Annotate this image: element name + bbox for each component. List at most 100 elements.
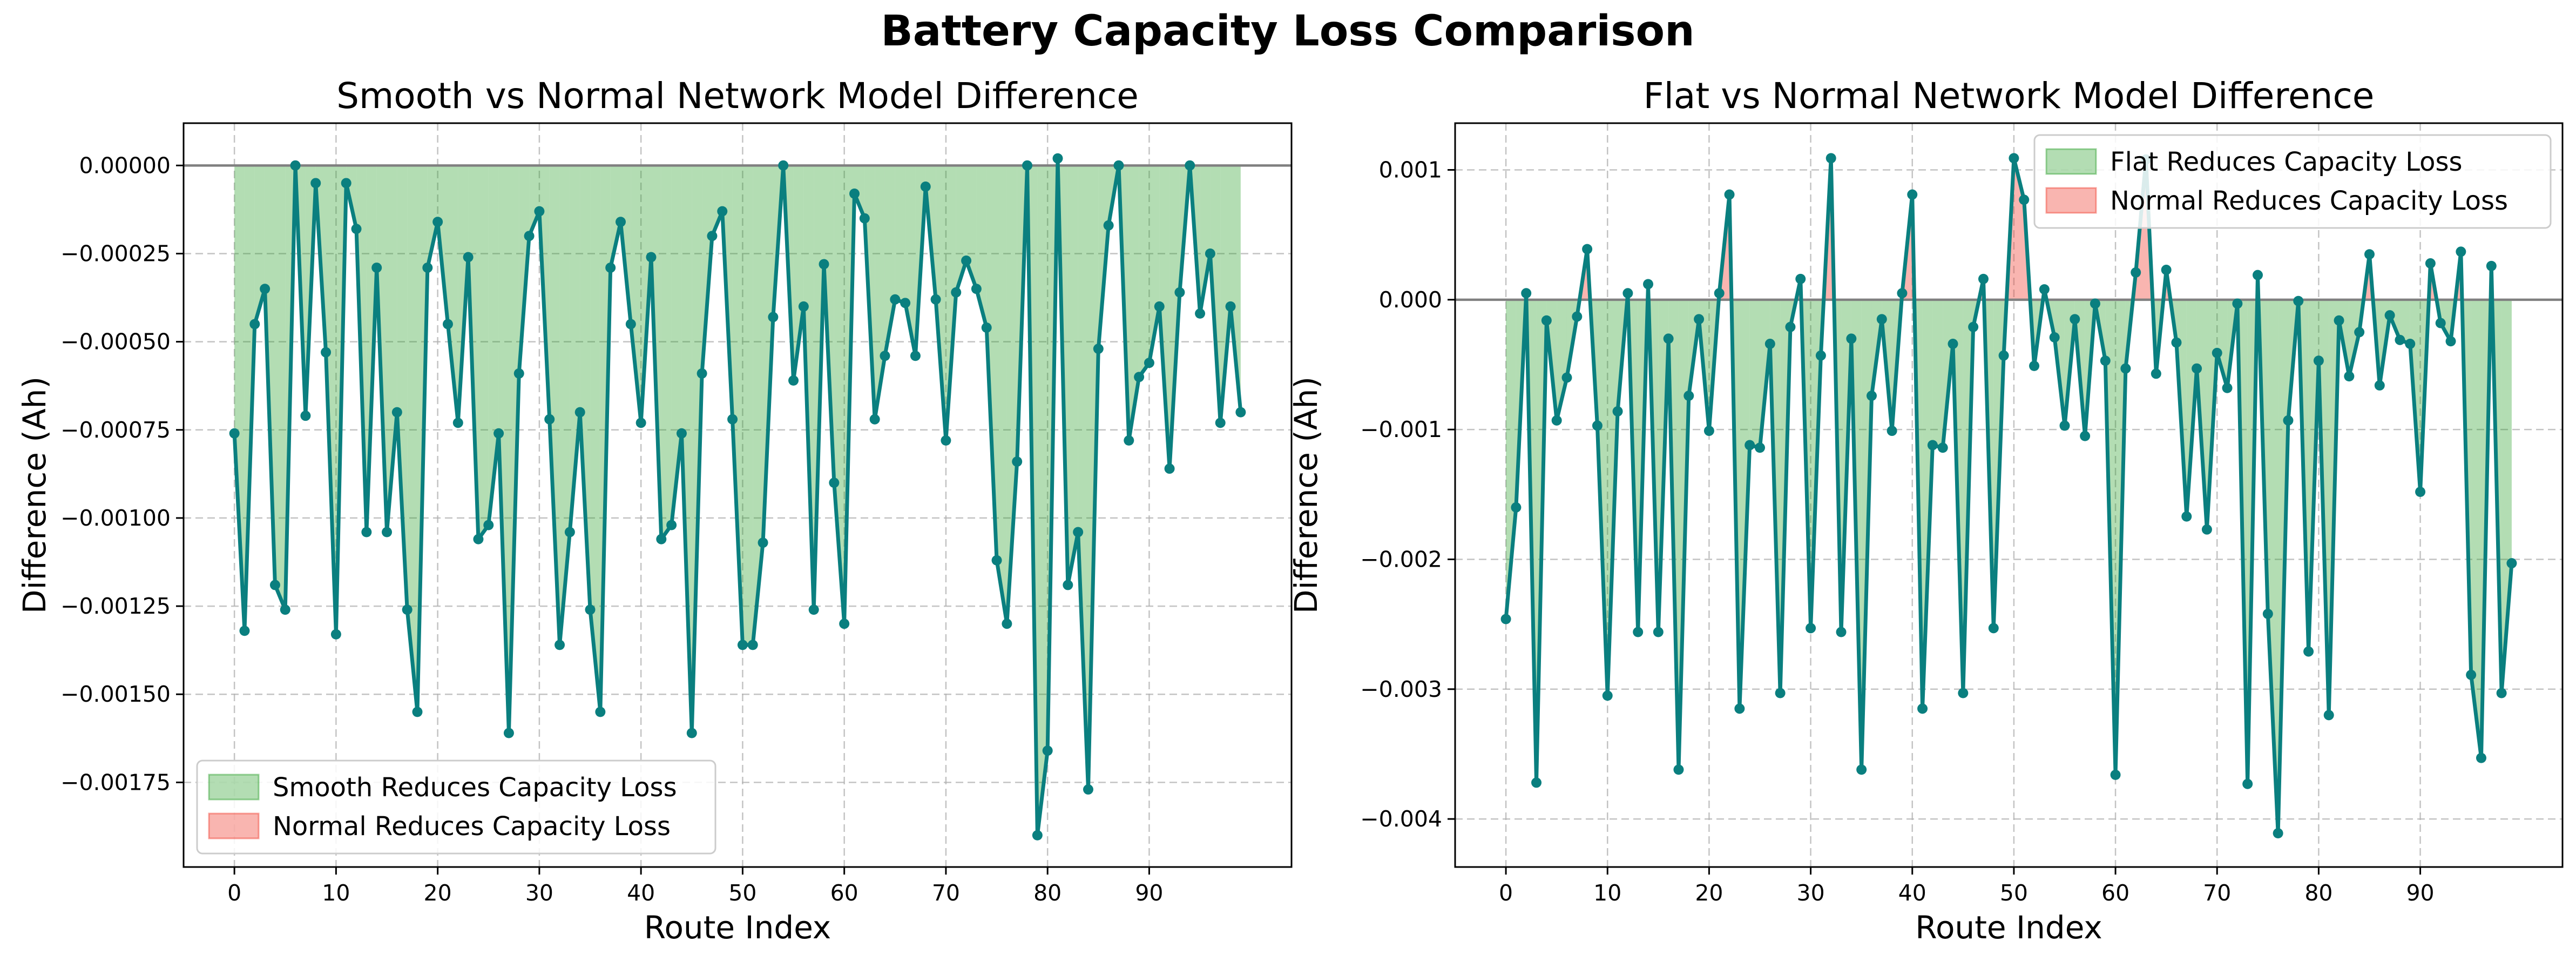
right-data-point <box>2049 332 2060 343</box>
right-data-point <box>2364 249 2375 260</box>
left-reduction-fill <box>580 165 591 610</box>
left-data-point <box>839 619 850 629</box>
right-data-point <box>1622 288 1633 299</box>
left-data-point <box>1195 308 1206 319</box>
left-y-tick-label: −0.00100 <box>60 505 171 531</box>
left-reduction-fill <box>1128 165 1139 441</box>
left-y-tick-label: 0.00000 <box>79 152 171 178</box>
left-data-point <box>402 604 413 615</box>
left-x-tick-label: 70 <box>932 880 960 906</box>
right-x-tick-label: 40 <box>1898 880 1926 906</box>
left-data-point <box>463 252 474 263</box>
left-data-point <box>300 411 311 421</box>
left-y-tick-label: −0.00075 <box>60 417 171 443</box>
right-data-point <box>1592 420 1603 431</box>
left-data-point <box>941 435 951 446</box>
right-data-point <box>1745 440 1755 451</box>
left-reduction-fill <box>936 165 946 441</box>
right-data-point <box>1500 614 1511 624</box>
right-data-point <box>2131 267 2141 278</box>
right-data-point <box>1541 315 1552 326</box>
left-reduction-fill <box>1200 165 1211 314</box>
right-x-tick-label: 50 <box>2000 880 2028 906</box>
left-data-point <box>412 707 423 717</box>
right-reduction-fill <box>2471 299 2482 758</box>
right-data-point <box>1551 415 1562 426</box>
left-reduction-fill <box>275 165 286 610</box>
left-x-tick-label: 0 <box>227 880 241 906</box>
left-data-point <box>280 604 290 615</box>
left-reduction-fill <box>854 165 865 219</box>
left-data-point <box>1134 372 1145 382</box>
figure-title: Battery Capacity Loss Comparison <box>881 7 1694 56</box>
left-reduction-fill <box>448 165 458 423</box>
left-reduction-fill <box>742 165 753 645</box>
right-data-point <box>1836 627 1847 637</box>
left-reduction-fill <box>1006 165 1017 624</box>
left-data-point <box>819 259 829 270</box>
right-data-point <box>2303 646 2314 657</box>
left-data-point <box>991 555 1002 566</box>
right-x-tick-label: 10 <box>1593 880 1621 906</box>
left-data-point <box>605 263 616 273</box>
left-data-point <box>391 407 402 418</box>
right-data-point <box>2395 334 2405 345</box>
left-data-point <box>788 375 799 386</box>
right-data-point <box>2212 347 2222 358</box>
left-data-point <box>595 707 606 717</box>
right-data-point <box>2313 355 2324 366</box>
left-data-point <box>666 520 677 530</box>
right-data-point <box>2293 295 2304 306</box>
right-data-point <box>2283 415 2294 426</box>
right-legend-label-positive: Flat Reduces Capacity Loss <box>2110 147 2463 177</box>
left-reduction-fill <box>793 165 804 381</box>
right-data-point <box>1521 288 1532 299</box>
left-data-point <box>849 189 860 199</box>
right-data-point <box>2059 420 2070 431</box>
right-data-point <box>1998 350 2009 361</box>
left-data-point <box>656 534 667 545</box>
left-data-point <box>971 284 982 294</box>
left-data-point <box>452 418 463 428</box>
right-data-point <box>2506 558 2517 569</box>
left-data-point <box>229 428 240 439</box>
left-reduction-fill <box>498 165 509 734</box>
left-data-point <box>1185 160 1195 171</box>
left-reduction-fill <box>1139 165 1150 377</box>
left-data-point <box>1215 418 1226 428</box>
left-data-point <box>900 298 911 308</box>
left-data-point <box>341 178 351 189</box>
right-x-axis-label: Route Index <box>1915 909 2102 946</box>
left-data-point <box>768 312 779 322</box>
left-reduction-fill <box>661 165 672 540</box>
left-data-point <box>432 217 443 227</box>
right-data-point <box>1937 442 1948 453</box>
left-data-point <box>686 728 697 738</box>
left-x-tick-label: 50 <box>728 880 756 906</box>
left-reduction-fill <box>1067 165 1078 585</box>
left-data-point <box>869 414 880 425</box>
right-data-point <box>2334 315 2344 326</box>
right-data-point <box>1958 688 1969 698</box>
left-data-point <box>910 351 921 361</box>
right-data-point <box>2232 298 2243 309</box>
right-data-point <box>1724 189 1735 200</box>
left-data-point <box>646 252 657 263</box>
right-legend-label-negative: Normal Reduces Capacity Loss <box>2110 186 2508 216</box>
left-y-tick-label: −0.00050 <box>60 329 171 355</box>
left-reduction-fill <box>529 165 539 236</box>
left-reduction-fill <box>997 165 1007 624</box>
left-data-point <box>635 418 646 428</box>
right-data-point <box>2070 314 2080 325</box>
right-data-point <box>1988 623 1999 634</box>
left-reduction-fill <box>549 165 560 645</box>
left-legend-box <box>196 760 716 855</box>
left-data-point <box>616 217 626 227</box>
right-data-point <box>2201 524 2212 535</box>
left-reduction-fill <box>559 165 570 645</box>
left-data-point <box>930 294 941 305</box>
right-data-point <box>1785 321 1796 332</box>
left-data-point <box>1073 527 1084 537</box>
right-y-axis-label: Difference (Ah) <box>1288 377 1324 614</box>
